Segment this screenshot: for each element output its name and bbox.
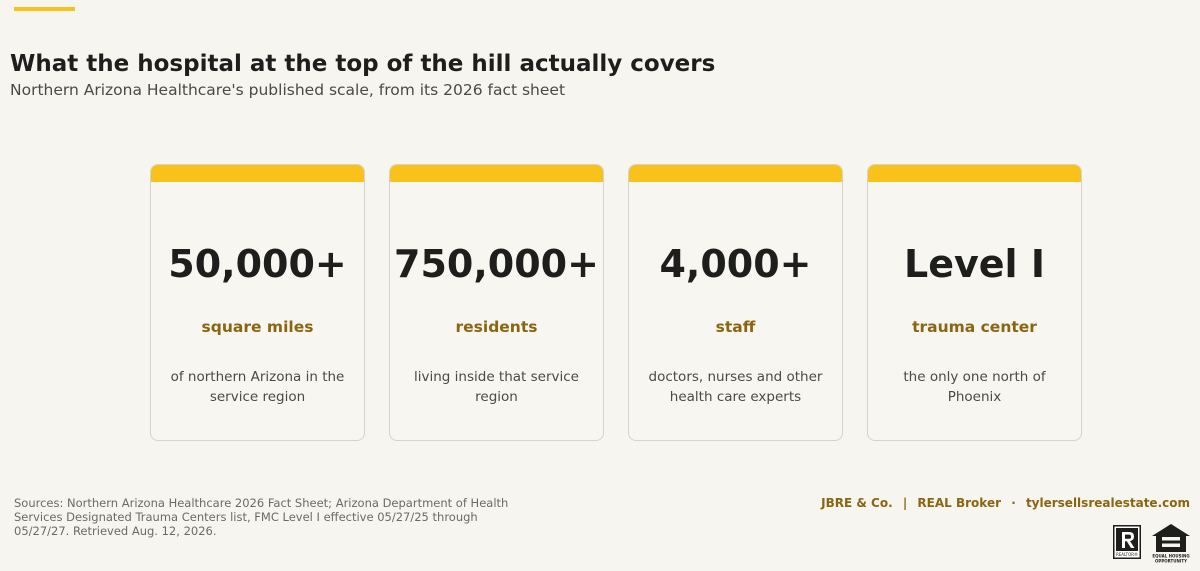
separator: ·: [1011, 496, 1016, 510]
stat-unit: trauma center: [912, 318, 1037, 336]
stat-card-square-miles: 50,000+ square miles of northern Arizona…: [150, 164, 365, 441]
stat-card-staff: 4,000+ staff doctors, nurses and other h…: [628, 164, 843, 441]
page-subtitle: Northern Arizona Healthcare's published …: [10, 81, 566, 99]
svg-text:REALTOR®: REALTOR®: [1116, 552, 1138, 557]
brand-name: JBRE & Co.: [821, 496, 893, 510]
page-title: What the hospital at the top of the hill…: [10, 51, 716, 77]
stat-unit: square miles: [201, 318, 314, 336]
stat-card-accent-bar: [151, 165, 364, 182]
accent-rule: [14, 7, 75, 11]
stat-value: 750,000+: [394, 242, 599, 286]
stat-description: doctors, nurses and other health care ex…: [648, 369, 823, 405]
stat-description: of northern Arizona in the service regio…: [170, 369, 345, 405]
stat-unit: residents: [455, 318, 538, 336]
stat-description: living inside that service region: [414, 369, 579, 405]
stat-unit: staff: [715, 318, 756, 336]
stat-card-accent-bar: [868, 165, 1081, 182]
website-link[interactable]: tylersellsrealestate.com: [1025, 496, 1190, 510]
broker-name: REAL Broker: [917, 496, 1001, 510]
stat-value: 50,000+: [168, 242, 347, 286]
stat-value: 4,000+: [659, 242, 812, 286]
svg-text:OPPORTUNITY: OPPORTUNITY: [1155, 559, 1187, 564]
equal-housing-opportunity-logo-icon: EQUAL HOUSING OPPORTUNITY: [1152, 524, 1190, 564]
stat-card-trauma-center: Level I trauma center the only one north…: [867, 164, 1082, 441]
separator: |: [902, 496, 908, 510]
stat-description: the only one north of Phoenix: [903, 369, 1046, 405]
sources-note: Sources: Northern Arizona Healthcare 202…: [14, 496, 509, 538]
branding-line: JBRE & Co. | REAL Broker · tylersellsrea…: [821, 495, 1190, 511]
stat-card-residents: 750,000+ residents living inside that se…: [389, 164, 604, 441]
stat-card-accent-bar: [629, 165, 842, 182]
stat-value: Level I: [904, 242, 1045, 286]
svg-text:EQUAL HOUSING: EQUAL HOUSING: [1152, 554, 1189, 559]
stat-card-accent-bar: [390, 165, 603, 182]
realtor-logo-icon: REALTOR®: [1113, 525, 1141, 559]
